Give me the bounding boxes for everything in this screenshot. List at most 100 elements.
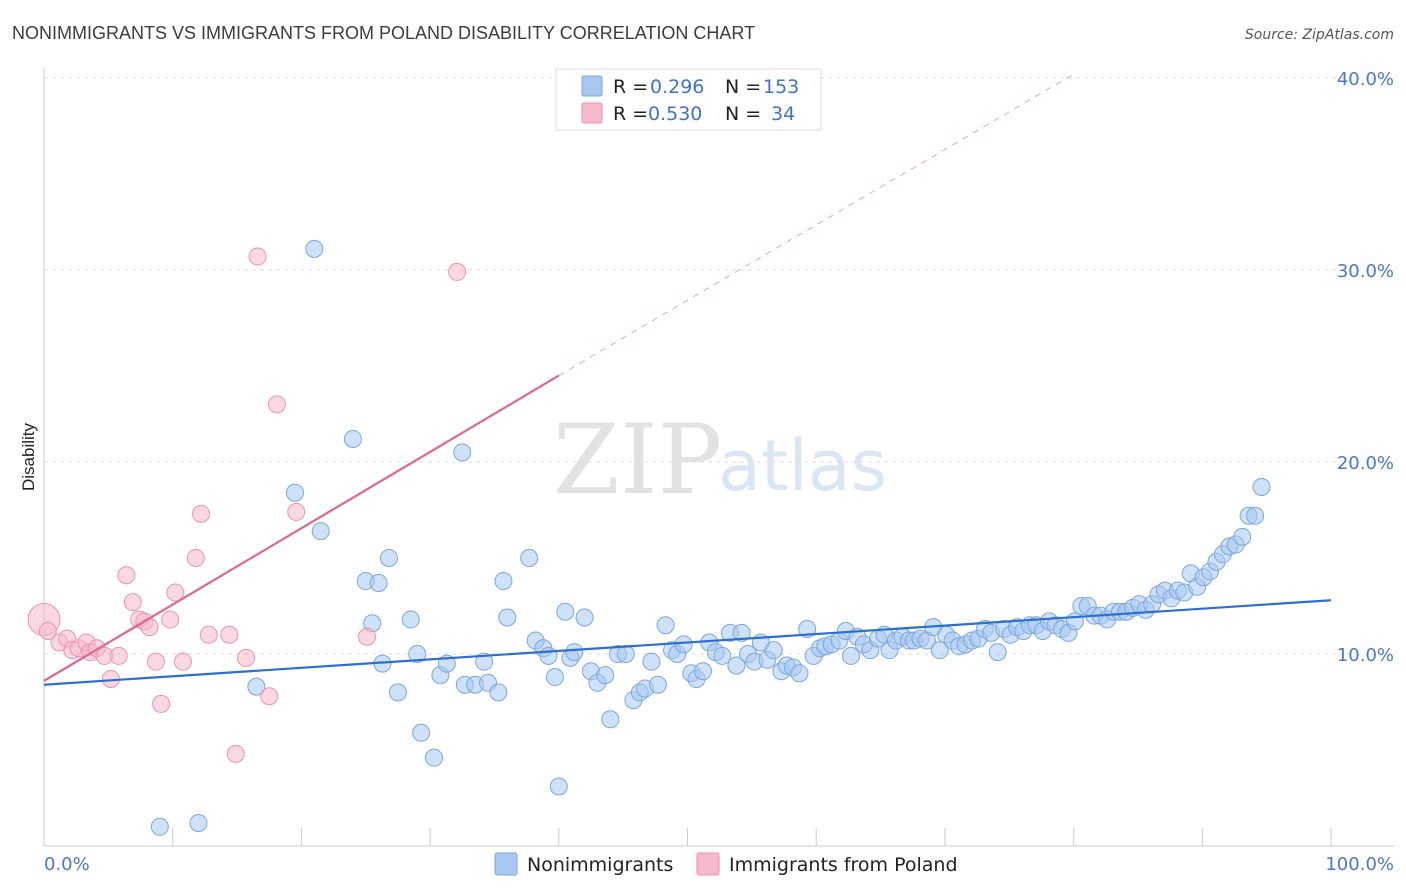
point-nonimmigrants [549,777,568,796]
point-immigrants-poland [186,549,205,567]
point-nonimmigrants [520,549,539,567]
stats-r-label-2: R = [613,103,648,125]
legend-swatch-nonimmigrants [494,852,518,876]
point-immigrants-poland [146,652,165,671]
point-immigrants-poland [226,744,245,763]
x-tick-label-max: 100.0% [1325,854,1394,875]
point-nonimmigrants [498,608,517,627]
point-immigrants-poland [161,610,180,629]
point-nonimmigrants [379,549,398,567]
point-nonimmigrants [988,643,1007,662]
stats-n-label-1: N = [725,76,761,98]
point-nonimmigrants [616,645,635,663]
trend-line-nonimmigrants [43,599,1332,686]
point-nonimmigrants [388,683,407,702]
point-nonimmigrants [1233,527,1252,546]
point-immigrants-poland [448,262,467,281]
stats-n-value-2: 34 [771,103,795,125]
y-tick-labels: 10.0% 20.0% 30.0% 40.0% [1337,69,1394,666]
trend-extension-immigrants-poland [558,73,1074,377]
point-nonimmigrants [412,723,431,742]
point-immigrants-poland [109,646,128,665]
point-immigrants-poland [152,694,171,713]
point-immigrants-poland [267,395,286,414]
point-nonimmigrants [674,635,693,654]
point-nonimmigrants [343,429,362,448]
point-nonimmigrants [648,675,667,694]
point-nonimmigrants [453,443,472,462]
point-immigrants-poland [358,627,377,646]
point-nonimmigrants [732,623,751,642]
point-immigrants-poland [237,648,256,667]
point-immigrants-poland [199,625,218,644]
point-nonimmigrants [311,522,330,541]
point-nonimmigrants [545,668,564,687]
stats-n-value-1: 153 [763,76,799,98]
point-nonimmigrants [1246,506,1265,525]
y-tick-label: 30.0% [1337,261,1394,282]
y-axis-label: Disability [19,422,38,491]
x-tick-marks [43,828,1332,846]
stats-n-label-2: N = [725,103,761,125]
point-immigrants-poland [123,593,142,612]
point-immigrants-poland [173,652,192,671]
point-nonimmigrants [189,813,208,832]
stats-swatch-immigrants-poland [581,102,603,124]
stats-legend: R = 0.296 N = 153 R = 0.530 N = 34 [555,68,822,131]
legend-swatch-immigrants-poland [696,852,720,876]
watermark-atlas: atlas [718,425,887,507]
point-nonimmigrants [656,616,675,635]
point-nonimmigrants [841,646,860,665]
point-nonimmigrants [539,646,558,665]
stats-swatch-nonimmigrants [581,75,603,97]
x-tick-label-min: 0.0% [44,854,90,875]
point-nonimmigrants [727,656,746,675]
point-immigrants-poland [166,583,185,602]
point-nonimmigrants [556,602,575,621]
point-nonimmigrants [930,641,949,660]
y-tick-label: 40.0% [1337,69,1394,90]
point-nonimmigrants [150,817,169,836]
y-tick-label: 20.0% [1337,453,1394,474]
point-nonimmigrants [642,652,661,671]
point-nonimmigrants [408,645,427,663]
point-immigrants-poland [248,247,267,266]
point-immigrants-poland [192,504,211,523]
point-nonimmigrants [489,683,508,702]
chart-title: NONIMMIGRANTS VS IMMIGRANTS FROM POLAND … [12,23,755,43]
point-nonimmigrants [369,573,388,592]
point-nonimmigrants [305,239,324,258]
legend-label-immigrants-poland: Immigrants from Poland [729,854,958,876]
point-immigrants-poland [220,625,239,644]
bottom-legend: Nonimmigrants Immigrants from Poland [494,852,958,876]
point-immigrants-poland [287,502,306,521]
point-nonimmigrants [401,610,420,629]
point-nonimmigrants [790,664,809,683]
source-label: Source: ZipAtlas.com [1245,27,1394,43]
point-nonimmigrants [247,677,266,696]
point-nonimmigrants [713,646,732,665]
point-immigrants-poland [117,566,136,585]
axes [43,68,1394,847]
watermark-zip: ZIP [553,404,722,516]
point-nonimmigrants [494,572,513,591]
stats-r-value-2: 0.530 [648,103,702,125]
point-nonimmigrants [601,710,620,729]
stats-r-label-1: R = [613,76,648,98]
y-tick-label: 10.0% [1337,645,1394,666]
point-nonimmigrants [575,608,594,627]
point-nonimmigrants [285,483,304,502]
legend-label-nonimmigrants: Nonimmigrants [527,854,673,876]
stats-r-value-1: 0.296 [650,76,704,98]
point-nonimmigrants [1252,477,1271,496]
point-nonimmigrants [693,662,712,681]
point-nonimmigrants [764,641,783,660]
trend-lines [43,73,1332,686]
point-nonimmigrants [424,748,443,767]
trend-line-immigrants-poland [43,374,560,682]
scatter-points [27,239,1271,836]
point-nonimmigrants [475,652,494,671]
point-immigrants-poland [260,687,279,706]
point-nonimmigrants [596,666,615,685]
